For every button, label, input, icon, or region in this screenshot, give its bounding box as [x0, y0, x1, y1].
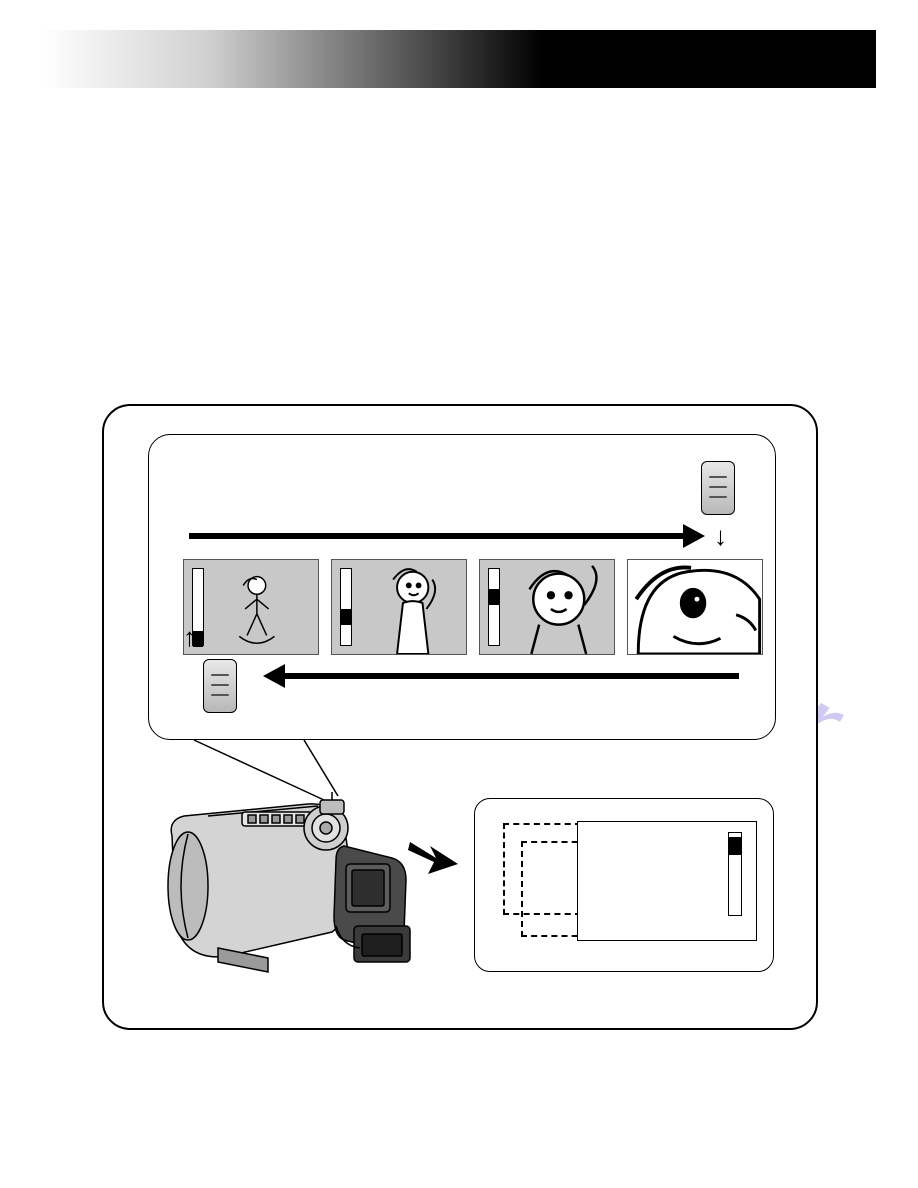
thumbnail-1 [183, 559, 319, 655]
zoom-indicator-2 [340, 568, 352, 646]
zoom-in-arrow [189, 533, 689, 539]
motion-arrow-icon [404, 836, 464, 876]
zoom-out-arrow [279, 673, 739, 679]
solid-frame [577, 821, 757, 941]
main-figure-frame: ↓ [102, 404, 818, 1030]
digital-zoom-panel [474, 798, 774, 972]
zoom-sequence-panel: ↓ [148, 434, 776, 740]
arrow-up-icon: ↑ [183, 622, 196, 653]
zoom-indicator-3 [488, 568, 500, 646]
thumbnail-4 [627, 559, 763, 655]
thumbnail-2 [331, 559, 467, 655]
zoom-tele-button-icon [701, 461, 735, 515]
zoom-thumbnails [183, 559, 763, 655]
arrow-down-icon: ↓ [714, 521, 727, 552]
header-gradient-bar [42, 30, 876, 88]
thumbnail-3 [479, 559, 615, 655]
zoom-indicator-side [728, 832, 742, 916]
zoom-wide-button-icon [203, 659, 237, 713]
camcorder-illustration [148, 776, 448, 996]
